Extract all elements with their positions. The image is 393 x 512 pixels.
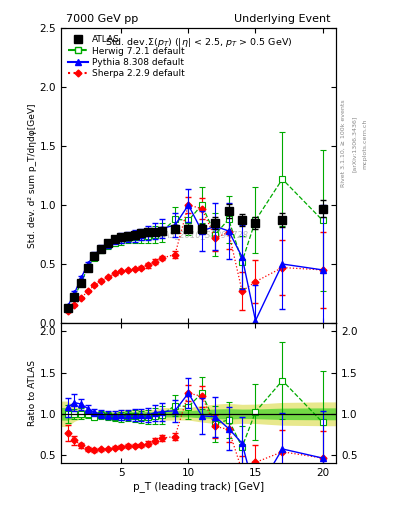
Y-axis label: Ratio to ATLAS: Ratio to ATLAS [28, 360, 37, 426]
Text: Std. dev.$\Sigma(p_T)$ ($|\eta|$ < 2.5, $p_T$ > 0.5 GeV): Std. dev.$\Sigma(p_T)$ ($|\eta|$ < 2.5, … [105, 35, 292, 49]
Text: [arXiv:1306.3436]: [arXiv:1306.3436] [352, 115, 357, 172]
Text: mcplots.cern.ch: mcplots.cern.ch [362, 118, 367, 168]
Text: Underlying Event: Underlying Event [234, 14, 331, 24]
X-axis label: p_T (leading track) [GeV]: p_T (leading track) [GeV] [133, 481, 264, 492]
Text: Rivet 3.1.10, ≥ 100k events: Rivet 3.1.10, ≥ 100k events [341, 99, 346, 187]
Legend: ATLAS, Herwig 7.2.1 default, Pythia 8.308 default, Sherpa 2.2.9 default: ATLAS, Herwig 7.2.1 default, Pythia 8.30… [65, 33, 187, 81]
Text: ATLAS_2010_S8894728: ATLAS_2010_S8894728 [149, 230, 248, 239]
Text: 7000 GeV pp: 7000 GeV pp [66, 14, 139, 24]
Y-axis label: Std. dev. d² sum p_T/dηdφ[GeV]: Std. dev. d² sum p_T/dηdφ[GeV] [28, 103, 37, 248]
